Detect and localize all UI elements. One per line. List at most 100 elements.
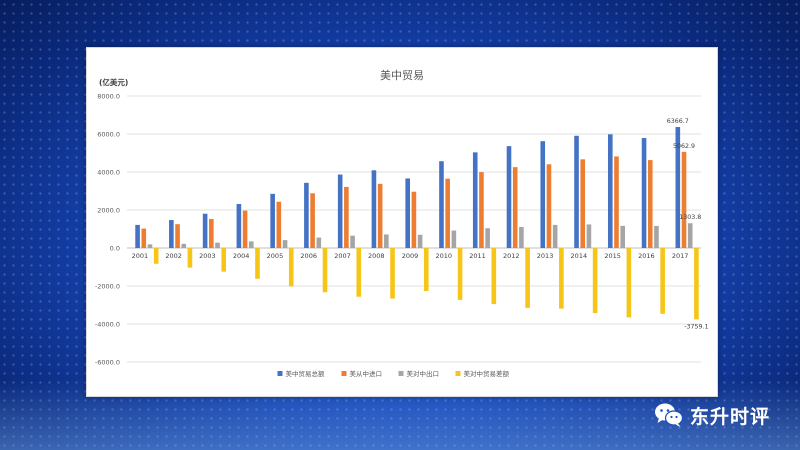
- x-tick-label: 2010: [435, 252, 452, 260]
- bar-0-2011: [472, 152, 478, 248]
- x-tick-label: 2017: [672, 252, 689, 260]
- bar-0-2007: [337, 174, 343, 248]
- bar-3-2013: [559, 248, 564, 309]
- legend-swatch: [398, 371, 404, 376]
- watermark: 东升时评: [654, 400, 770, 430]
- bar-3-2017: [694, 248, 699, 320]
- y-tick-label: 4000.0: [97, 169, 120, 177]
- bar-0-2009: [405, 178, 410, 248]
- y-tick-label: 2000.0: [97, 207, 120, 215]
- bar-2-2010: [451, 230, 457, 248]
- chart-title: 美中贸易: [380, 69, 424, 82]
- bar-0-2002: [169, 220, 174, 248]
- bar-2-2005: [282, 240, 288, 248]
- bar-1-2017: [681, 151, 687, 248]
- bar-2-2004: [248, 241, 254, 248]
- bar-1-2016: [647, 160, 653, 248]
- data-label: 1303.8: [679, 214, 701, 221]
- x-tick-label: 2002: [165, 252, 182, 260]
- bar-3-2004: [255, 248, 260, 279]
- bar-0-2005: [270, 193, 275, 248]
- bar-1-2007: [344, 186, 349, 248]
- bar-0-2004: [236, 204, 242, 248]
- legend-swatch: [341, 371, 347, 376]
- bar-1-2003: [209, 219, 214, 248]
- data-label: 5062.9: [673, 143, 695, 150]
- wechat-icon: [655, 403, 684, 427]
- x-tick-label: 2016: [638, 252, 655, 260]
- x-tick-label: 2012: [503, 252, 520, 260]
- y-tick-label: 0.0: [110, 245, 120, 253]
- bar-1-2009: [411, 191, 417, 248]
- bar-2-2001: [147, 244, 153, 248]
- x-tick-label: 2013: [537, 252, 554, 260]
- bar-0-2008: [371, 170, 377, 248]
- bar-2-2016: [654, 225, 659, 248]
- bar-2-2011: [485, 228, 490, 248]
- bar-2-2017: [687, 223, 693, 248]
- bar-0-2001: [135, 224, 140, 248]
- bar-3-2014: [592, 248, 598, 314]
- x-tick-label: 2009: [402, 252, 419, 260]
- bar-1-2008: [377, 183, 383, 248]
- bar-2-2007: [350, 235, 355, 248]
- bar-1-2011: [479, 172, 484, 248]
- x-tick-label: 2008: [368, 252, 385, 260]
- bar-2-2009: [417, 234, 423, 248]
- bar-1-2001: [141, 228, 147, 248]
- y-tick-label: 6000.0: [97, 131, 120, 139]
- bar-3-2003: [221, 248, 227, 272]
- bar-2-2014: [586, 224, 592, 248]
- bar-3-2016: [660, 248, 665, 314]
- bar-0-2013: [540, 141, 546, 248]
- y-tick-label: -2000.0: [95, 283, 120, 291]
- bar-0-2003: [202, 213, 208, 248]
- y-tick-label: 8000.0: [97, 93, 120, 101]
- x-tick-label: 2003: [199, 252, 216, 260]
- bar-3-2012: [525, 248, 530, 308]
- legend-label: 美对中贸易差额: [464, 369, 510, 378]
- bar-3-2009: [424, 248, 429, 292]
- bar-3-2005: [288, 248, 294, 287]
- legend-swatch: [277, 371, 283, 376]
- bar-2-2006: [316, 237, 322, 248]
- bar-0-2015: [607, 134, 613, 248]
- x-tick-label: 2006: [300, 252, 317, 260]
- bar-3-2007: [356, 248, 362, 297]
- bar-0-2010: [439, 161, 444, 248]
- bar-3-2002: [187, 248, 193, 268]
- x-tick-label: 2007: [334, 252, 351, 260]
- bar-0-2014: [574, 135, 579, 248]
- bar-3-2011: [491, 248, 497, 305]
- bar-2-2003: [215, 242, 220, 248]
- x-tick-label: 2001: [132, 252, 149, 260]
- x-tick-label: 2011: [469, 252, 486, 260]
- data-label: -3759.1: [684, 323, 708, 330]
- y-tick-label: -4000.0: [95, 321, 120, 329]
- bar-0-2017: [675, 127, 681, 248]
- legend-label: 美中贸易总额: [286, 369, 326, 378]
- bar-3-2001: [153, 248, 159, 264]
- data-label: 6366.7: [667, 118, 689, 125]
- legend-label: 美从中进口: [350, 369, 383, 378]
- bar-0-2016: [641, 138, 647, 248]
- bar-1-2002: [175, 224, 180, 248]
- bar-2-2008: [384, 234, 389, 248]
- bar-3-2010: [457, 248, 463, 300]
- bar-2-2015: [620, 225, 625, 248]
- trade-chart: 美中贸易 (亿美元) 8000.0 6000.0 4000.0 2000.0 0.0 -200…: [95, 69, 709, 378]
- bar-2-2002: [181, 243, 187, 248]
- bar-1-2013: [546, 164, 552, 248]
- bar-3-2006: [322, 248, 328, 293]
- bar-2-2013: [552, 224, 558, 248]
- bar-1-2014: [580, 159, 586, 248]
- x-tick-label: 2014: [571, 252, 588, 260]
- chart-panel: 美中贸易 (亿美元) 8000.0 6000.0 4000.0 2000.0 0.0 -200…: [86, 47, 718, 397]
- x-tick-label: 2005: [267, 252, 284, 260]
- bar-2-2012: [519, 226, 524, 248]
- x-tick-label: 2004: [233, 252, 250, 260]
- bar-1-2004: [242, 210, 248, 248]
- legend-swatch: [455, 371, 461, 376]
- y-unit-label: (亿美元): [99, 77, 128, 87]
- y-tick-label: -6000.0: [95, 359, 120, 367]
